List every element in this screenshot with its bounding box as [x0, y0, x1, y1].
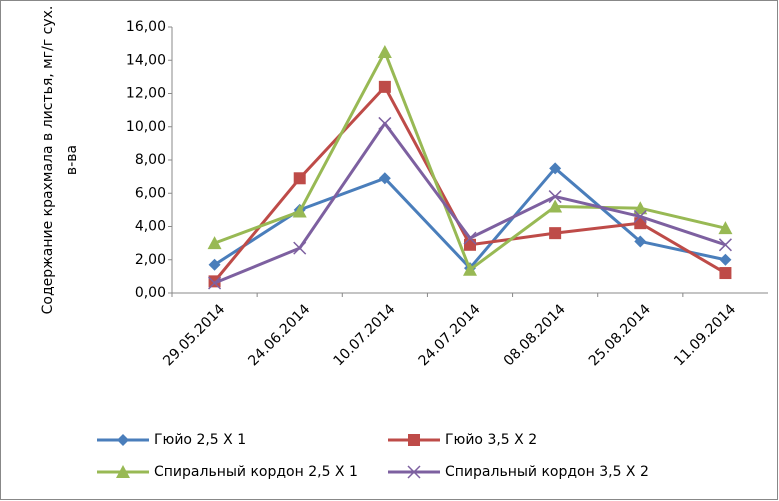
marker: [548, 199, 563, 213]
y-tick-label: 14,00: [126, 52, 166, 68]
marker: [116, 465, 130, 478]
marker: [633, 209, 647, 224]
legend-label: Гюйо 3,5 Х 2: [445, 432, 537, 448]
marker: [207, 236, 222, 250]
marker: [378, 80, 391, 93]
marker: [293, 241, 307, 255]
marker: [633, 201, 648, 215]
marker: [463, 262, 477, 276]
y-axis-label: Содержание крахмала в листья, мг/г сух.: [40, 6, 56, 315]
y-tick-label: 8,00: [135, 152, 166, 168]
marker: [377, 44, 392, 58]
y-tick-label: 4,00: [135, 219, 166, 235]
marker: [117, 434, 129, 446]
marker: [407, 465, 421, 479]
y-tick-label: 0,00: [135, 285, 166, 301]
marker: [548, 190, 562, 204]
marker: [208, 275, 221, 288]
marker: [718, 238, 732, 252]
legend-label: Гюйо 2,5 Х 1: [154, 432, 246, 448]
marker: [293, 172, 306, 185]
marker: [378, 116, 392, 130]
marker: [719, 253, 732, 266]
legend-label: Спиральный кордон 3,5 Х 2: [445, 464, 649, 480]
legend-label: Спиральный кордон 2,5 Х 1: [154, 464, 358, 480]
marker: [208, 258, 221, 271]
y-tick-label: 6,00: [135, 185, 166, 201]
marker: [549, 227, 562, 240]
y-tick-label: 2,00: [135, 252, 166, 268]
marker: [719, 267, 732, 280]
marker: [208, 276, 222, 290]
y-tick-label: 16,00: [126, 19, 166, 35]
marker: [718, 221, 733, 235]
marker: [378, 172, 391, 185]
y-tick-label: 10,00: [126, 119, 166, 135]
y-axis-label: в-ва: [64, 145, 80, 175]
marker: [408, 434, 420, 446]
marker: [549, 162, 562, 175]
y-tick-label: 12,00: [126, 86, 166, 102]
marker: [463, 231, 477, 245]
marker: [292, 204, 307, 218]
marker: [634, 235, 647, 248]
marker: [464, 238, 476, 251]
